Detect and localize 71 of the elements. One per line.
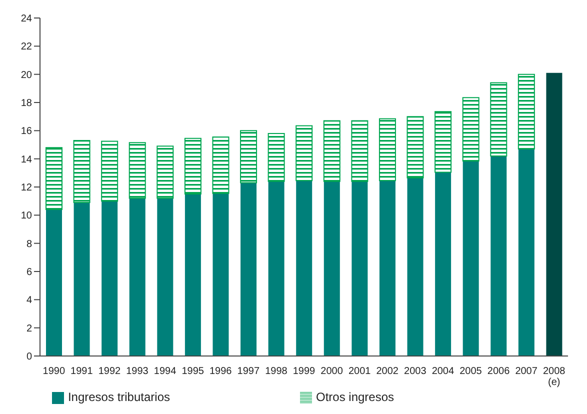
bar xyxy=(268,181,284,356)
bar xyxy=(296,125,313,182)
x-tick-label: 1990 xyxy=(42,366,66,377)
x-tick-label: 2008 (e) xyxy=(542,366,566,388)
bar xyxy=(490,82,508,157)
legend-label: Otros ingresos xyxy=(316,390,394,404)
x-tick-label: 2007 xyxy=(515,366,538,377)
y-tick-label: 24 xyxy=(20,14,32,25)
bar xyxy=(74,202,90,356)
bar xyxy=(435,172,452,356)
bar xyxy=(352,181,368,356)
x-tick-label: 2000 xyxy=(320,366,344,377)
bar xyxy=(296,180,312,356)
bar xyxy=(102,201,118,356)
bar xyxy=(379,180,396,356)
x-tick-label: 2001 xyxy=(348,366,372,377)
x-tick-label: 1999 xyxy=(292,366,316,377)
y-tick-label: 22 xyxy=(20,42,32,53)
bar xyxy=(518,148,534,356)
bar xyxy=(462,160,479,356)
bar xyxy=(406,116,424,178)
bar xyxy=(268,132,285,182)
y-tick-label: 20 xyxy=(20,70,32,81)
y-tick-label: 16 xyxy=(20,126,32,138)
y-tick-label: 4 xyxy=(26,295,32,306)
bar xyxy=(101,140,118,202)
x-tick-label: 2004 xyxy=(432,366,455,377)
bar xyxy=(434,111,452,173)
x-tick-label: 2003 xyxy=(404,366,427,377)
bar xyxy=(546,72,562,356)
bar xyxy=(46,147,62,210)
bar xyxy=(212,193,229,356)
bar xyxy=(129,198,146,356)
bar xyxy=(240,130,258,184)
bar xyxy=(324,181,340,356)
y-tick-label: 8 xyxy=(26,238,32,250)
bar xyxy=(212,136,230,194)
bar xyxy=(378,118,396,182)
y-tick-label: 14 xyxy=(20,154,32,166)
legend-label: Ingresos tributarios xyxy=(68,390,170,404)
bar xyxy=(462,97,480,162)
y-tick-label: 0 xyxy=(26,352,32,363)
x-tick-label: 2002 xyxy=(376,366,399,377)
bar xyxy=(240,182,257,356)
x-tick-label: 1996 xyxy=(210,366,232,377)
x-tick-label: 1992 xyxy=(98,366,122,377)
x-tick-label: 1991 xyxy=(70,366,94,377)
x-tick-label: 2005 xyxy=(460,366,482,377)
x-tick-label: 1995 xyxy=(182,366,204,377)
bar xyxy=(128,142,146,199)
y-tick-label: 12 xyxy=(20,182,32,194)
x-tick-label: 2006 xyxy=(487,366,510,377)
y-tick-label: 6 xyxy=(26,267,32,278)
x-tick-label: 1997 xyxy=(237,366,260,377)
bar xyxy=(518,74,535,150)
bar xyxy=(46,210,62,356)
y-tick-label: 2 xyxy=(26,323,32,334)
x-tick-label: 1994 xyxy=(154,366,177,377)
bar xyxy=(351,120,368,182)
x-tick-label: 1998 xyxy=(265,366,288,377)
bar xyxy=(156,146,174,199)
bar xyxy=(73,140,90,203)
bar xyxy=(184,138,202,195)
bar xyxy=(323,120,340,182)
bar xyxy=(157,198,174,356)
bar xyxy=(490,156,507,356)
y-tick-label: 10 xyxy=(20,210,32,222)
bar xyxy=(184,194,201,356)
y-tick-label: 18 xyxy=(20,98,32,110)
bar xyxy=(407,178,424,356)
x-tick-label: 1993 xyxy=(126,366,149,377)
